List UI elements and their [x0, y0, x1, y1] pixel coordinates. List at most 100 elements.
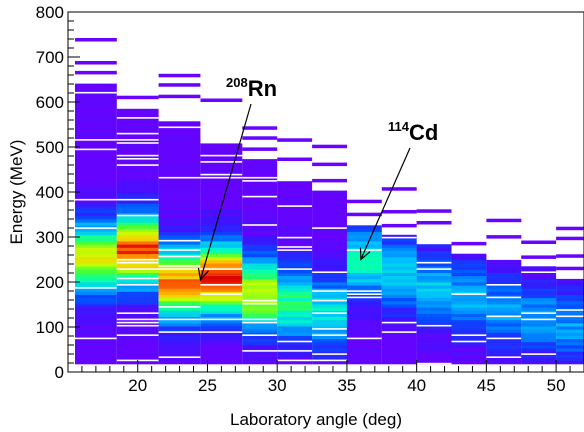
- heatmap-cell: [521, 338, 557, 343]
- heatmap-cell: [116, 190, 159, 195]
- empty-gap: [116, 268, 159, 270]
- heatmap-cell: [75, 149, 117, 154]
- heatmap-cell: [381, 285, 417, 289]
- heatmap-cell: [277, 259, 313, 264]
- heatmap-cell: [116, 278, 159, 283]
- empty-gap: [158, 356, 201, 358]
- heatmap-cell: [158, 156, 201, 160]
- heatmap-cell: [346, 278, 382, 283]
- heatmap-cell: [75, 83, 117, 88]
- heatmap-cell: [521, 357, 557, 362]
- heatmap-cell: [75, 345, 117, 349]
- heatmap-cell: [75, 215, 117, 220]
- heatmap-cell: [346, 269, 382, 273]
- heatmap-cell: [381, 313, 417, 317]
- heatmap-cell: [277, 335, 313, 340]
- heatmap-cell: [200, 212, 243, 217]
- heatmap-cell: [75, 313, 117, 317]
- heatmap-cell: [416, 272, 452, 277]
- heatmap-cell: [116, 326, 159, 330]
- heatmap-cell: [242, 332, 278, 336]
- heatmap-cell: [381, 187, 417, 191]
- heatmap-cell: [416, 250, 452, 255]
- x-tick-label: 40: [407, 376, 426, 395]
- heatmap-cell: [75, 307, 117, 311]
- heatmap-cell: [200, 171, 243, 176]
- heatmap-cell: [521, 341, 557, 346]
- heatmap-cell: [200, 228, 243, 232]
- heatmap-cell: [312, 244, 347, 248]
- empty-gap: [521, 271, 557, 273]
- heatmap-cell: [200, 310, 243, 314]
- heatmap-cell: [200, 307, 243, 311]
- heatmap-cell: [75, 171, 117, 176]
- heatmap-cell: [200, 156, 243, 160]
- heatmap-cell: [200, 165, 243, 170]
- empty-gap: [312, 359, 347, 362]
- heatmap-cell: [200, 225, 243, 229]
- heatmap-cell: [242, 357, 278, 362]
- heatmap-cell: [75, 282, 117, 286]
- heatmap-cell: [277, 307, 313, 311]
- heatmap-cell: [158, 203, 201, 207]
- heatmap-cell: [75, 241, 117, 245]
- heatmap-cell: [521, 316, 557, 321]
- heatmap-cell: [486, 275, 522, 280]
- heatmap-cell: [158, 234, 201, 239]
- heatmap-cell: [242, 288, 278, 292]
- heatmap-cell: [242, 360, 278, 365]
- empty-gap: [277, 236, 313, 239]
- heatmap-cell: [486, 291, 522, 295]
- heatmap-cell: [346, 263, 382, 267]
- heatmap-cell: [200, 360, 243, 365]
- heatmap-cell: [346, 225, 382, 229]
- heatmap-cell: [416, 357, 452, 362]
- empty-gap: [277, 205, 313, 207]
- heatmap-cell: [158, 332, 201, 336]
- heatmap-cell: [75, 93, 117, 97]
- heatmap-cell: [200, 345, 243, 349]
- heatmap-cell: [312, 329, 347, 333]
- heatmap-cell: [346, 294, 382, 299]
- heatmap-cell: [521, 326, 557, 330]
- heatmap-cell: [416, 300, 452, 305]
- heatmap-cell: [521, 300, 557, 305]
- heatmap-cell: [312, 332, 347, 336]
- heatmap-cell: [521, 345, 557, 349]
- heatmap-cell: [312, 222, 347, 226]
- heatmap-cell: [346, 307, 382, 311]
- heatmap-cell: [116, 115, 159, 119]
- heatmap-cell: [346, 329, 382, 333]
- heatmap-cell: [277, 266, 313, 270]
- heatmap-cell: [116, 146, 159, 151]
- heatmap-cell: [556, 341, 584, 346]
- heatmap-cell: [346, 297, 382, 302]
- heatmap-cell: [277, 294, 313, 299]
- heatmap-cell: [75, 263, 117, 267]
- empty-gap: [346, 337, 382, 340]
- heatmap-cell: [521, 322, 557, 327]
- empty-gap: [242, 302, 278, 305]
- heatmap-cell: [75, 96, 117, 100]
- heatmap-cell: [75, 206, 117, 210]
- heatmap-cell: [75, 127, 117, 132]
- empty-gap: [312, 334, 347, 336]
- heatmap-cell: [346, 237, 382, 242]
- empty-gap: [116, 132, 159, 135]
- heatmap-cell: [75, 156, 117, 160]
- heatmap-cell: [116, 187, 159, 191]
- heatmap-cell: [116, 345, 159, 349]
- heatmap-cell: [521, 332, 557, 336]
- heatmap-cell: [451, 351, 487, 355]
- heatmap-cell: [556, 322, 584, 327]
- heatmap-cell: [116, 152, 159, 157]
- heatmap-cell: [242, 231, 278, 236]
- heatmap-cell: [200, 244, 243, 248]
- heatmap-cell: [75, 278, 117, 283]
- heatmap-cell: [381, 291, 417, 295]
- heatmap-cell: [312, 162, 347, 167]
- empty-gap: [521, 318, 557, 321]
- heatmap-cell: [200, 269, 243, 273]
- heatmap-cell: [158, 351, 201, 355]
- heatmap-cell: [75, 102, 117, 106]
